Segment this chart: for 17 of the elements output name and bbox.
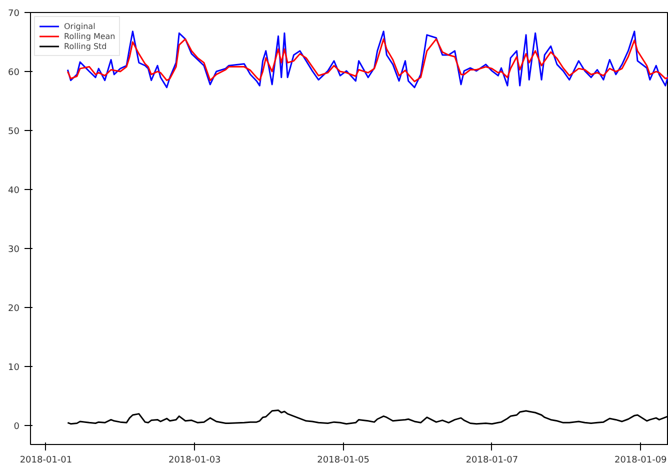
legend-label: Original: [64, 21, 96, 31]
y-tick-label: 70: [8, 9, 20, 19]
x-tick-label: 2018-01-09: [614, 456, 668, 466]
line-series: [66, 30, 668, 88]
legend-label: Rolling Mean: [64, 31, 116, 41]
legend-label: Rolling Std: [64, 41, 107, 51]
y-tick-label: 0: [14, 422, 20, 432]
y-tick-label: 60: [8, 68, 20, 78]
y-tick-label: 20: [8, 304, 20, 314]
x-tick-label: 2018-01-03: [168, 456, 221, 466]
y-tick-label: 40: [8, 186, 20, 196]
x-tick-label: 2018-01-01: [20, 456, 72, 466]
y-tick-label: 30: [8, 245, 20, 256]
y-tick-label: 10: [8, 363, 20, 374]
x-tick-label: 2018-01-05: [317, 456, 370, 466]
y-tick-label: 50: [8, 127, 20, 138]
x-tick-label: 2018-01-07: [466, 456, 518, 466]
